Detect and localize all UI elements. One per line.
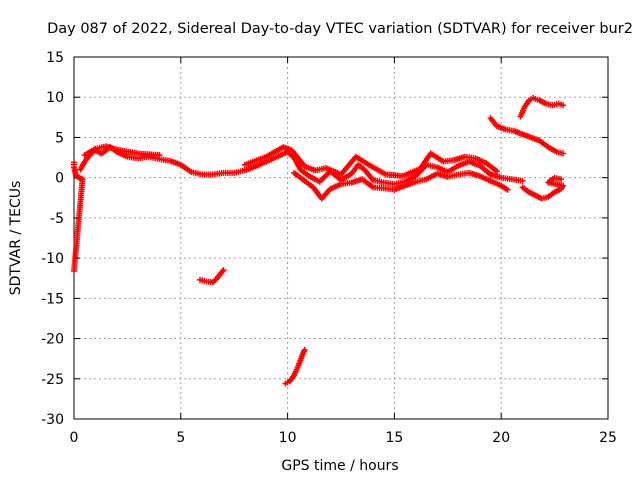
data-point — [504, 186, 511, 193]
plot-frame — [73, 56, 609, 420]
axis-ticks: 0 5 10 15 20 25 -30 -25 -20 -15 -10 -5 0 5 10 15 — [41, 50, 617, 446]
y-tick-label: 5 — [55, 130, 64, 146]
series-upper-band — [81, 143, 500, 180]
series-main-band — [77, 144, 526, 188]
data-point — [519, 177, 526, 184]
data-point — [156, 152, 163, 159]
data-point — [560, 102, 567, 109]
x-tick-label: 10 — [279, 430, 297, 446]
y-tick-label: -5 — [50, 211, 64, 227]
series-late-upper-arc — [487, 115, 567, 157]
grid-lines — [74, 57, 608, 419]
y-tick-label: 10 — [46, 90, 64, 106]
data-point — [493, 168, 500, 175]
data-point — [71, 267, 77, 274]
series-start-markers — [71, 159, 86, 274]
data-marks — [71, 95, 567, 387]
x-axis-label: GPS time / hours — [281, 458, 398, 474]
y-tick-label: -20 — [41, 332, 64, 348]
y-tick-label: -10 — [41, 251, 64, 267]
chart-title: Day 087 of 2022, Sidereal Day-to-day VTE… — [47, 21, 633, 37]
y-tick-label: -25 — [41, 372, 64, 388]
y-axis-label: SDTVAR / TECUs — [8, 181, 24, 296]
y-tick-label: -30 — [41, 412, 64, 428]
series-late-top-arc — [517, 95, 567, 120]
x-tick-label: 15 — [385, 430, 403, 446]
data-point — [220, 267, 227, 274]
data-point — [219, 268, 226, 275]
x-tick-label: 25 — [599, 430, 617, 446]
x-tick-label: 0 — [70, 430, 79, 446]
y-tick-label: 0 — [55, 171, 64, 187]
y-tick-label: -15 — [41, 291, 64, 307]
x-tick-label: 5 — [176, 430, 185, 446]
data-point — [560, 150, 567, 157]
series-late-low-arcs — [519, 174, 567, 202]
series-mid-segment — [197, 267, 227, 286]
x-tick-label: 20 — [492, 430, 510, 446]
data-point — [558, 176, 565, 183]
y-tick-label: 15 — [46, 50, 64, 66]
data-point — [301, 346, 308, 353]
series-lower-band — [291, 169, 511, 202]
series-low-segment — [282, 346, 308, 387]
